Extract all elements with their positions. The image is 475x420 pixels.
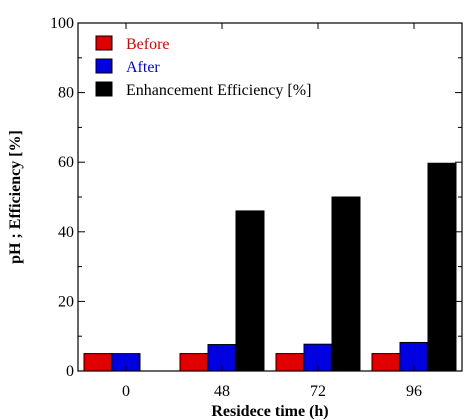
- x-axis-title: Residece time (h): [211, 403, 328, 420]
- bar-before-96: [371, 353, 401, 372]
- legend-swatch: [95, 81, 113, 97]
- y-axis-title: pH ; Efficiency [%]: [7, 130, 24, 264]
- y-tick-label: 40: [58, 224, 74, 241]
- bar-before-72: [275, 353, 305, 372]
- bar-enhancement-efficiency-48: [235, 210, 265, 372]
- legend-label: Before: [126, 36, 170, 53]
- y-tick-label: 0: [66, 363, 74, 380]
- legend-swatch: [95, 58, 113, 74]
- y-tick-label: 60: [58, 154, 74, 171]
- x-tick-label: 72: [310, 383, 326, 400]
- x-tick-label: 48: [214, 383, 230, 400]
- bar-enhancement-efficiency-72: [331, 196, 361, 372]
- legend: Before After Enhancement Efficiency [%]: [95, 35, 311, 99]
- legend-swatch: [95, 35, 113, 51]
- y-tick-label: 100: [50, 15, 74, 32]
- x-tick-label: 0: [122, 383, 130, 400]
- y-tick-label: 80: [58, 85, 74, 102]
- legend-label: After: [126, 59, 160, 76]
- bar-before-48: [179, 353, 209, 372]
- x-tick-label: 96: [406, 383, 422, 400]
- bars: [83, 162, 457, 372]
- y-axis: 0 20 40 60 80 100: [50, 15, 462, 380]
- bar-enhancement-efficiency-96: [427, 162, 457, 372]
- y-tick-label: 20: [58, 293, 74, 310]
- legend-label: Enhancement Efficiency [%]: [126, 82, 311, 99]
- x-axis: 0 48 72 96: [122, 23, 422, 400]
- bar-before-0: [83, 353, 113, 372]
